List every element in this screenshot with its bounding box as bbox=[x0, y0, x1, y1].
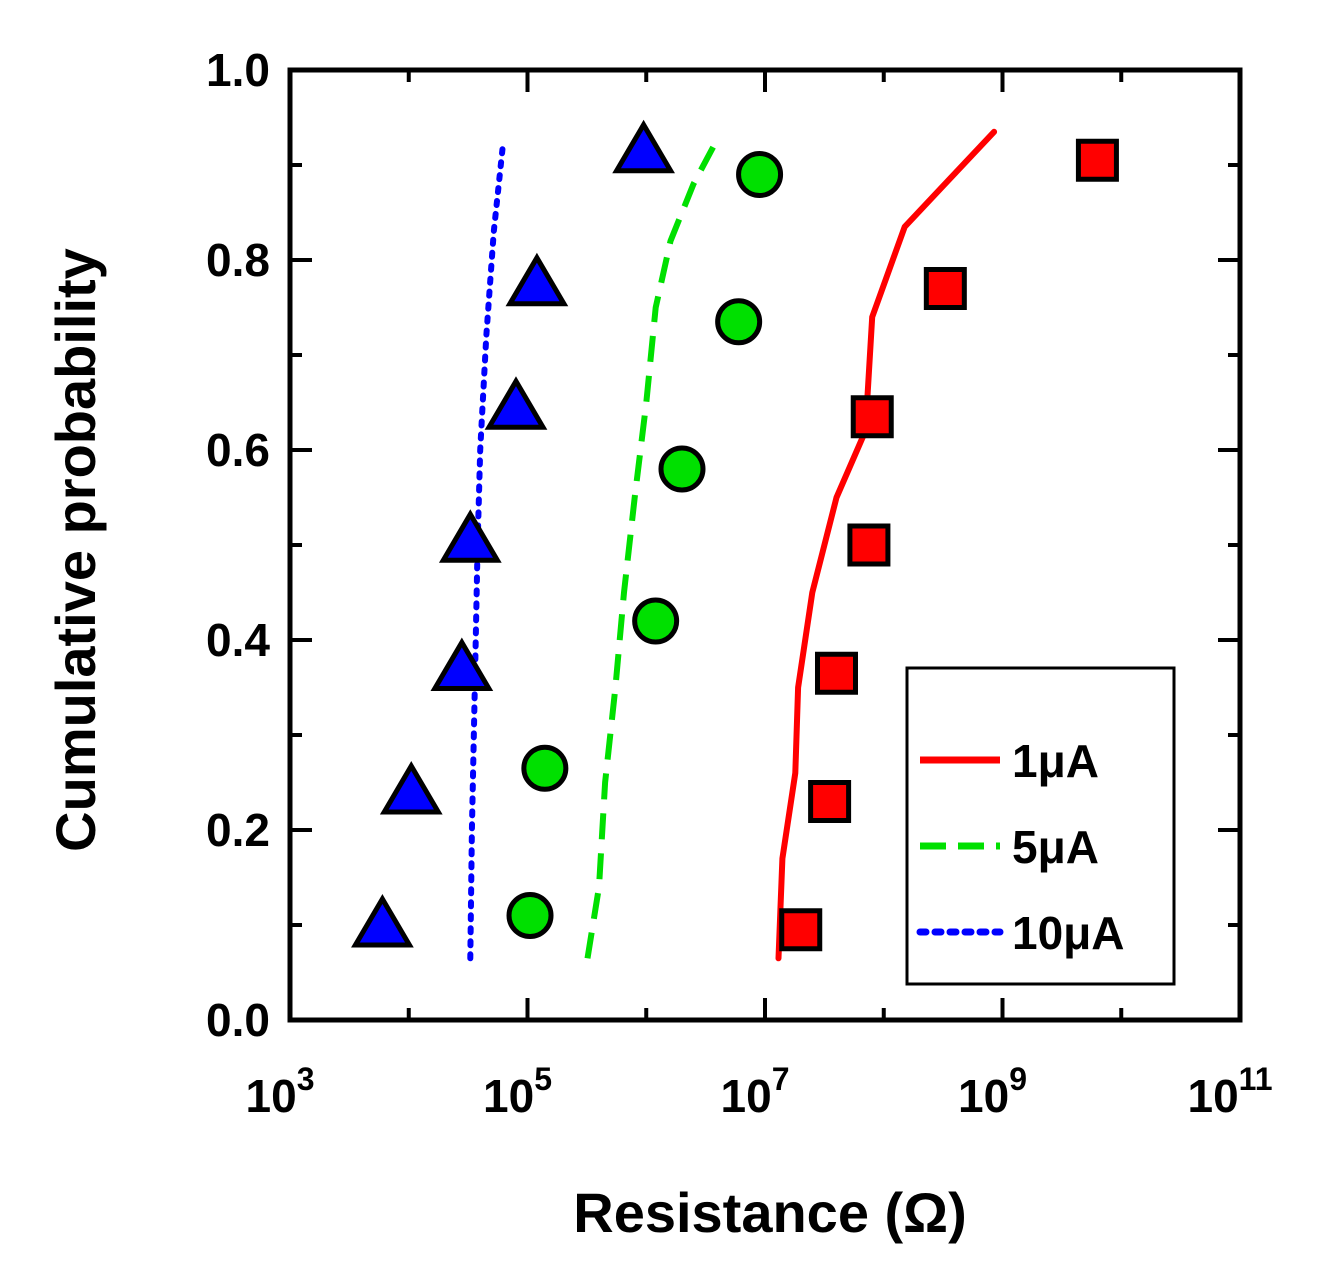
y-tick-label: 1.0 bbox=[206, 44, 270, 96]
y-axis-title: Cumulative probability bbox=[44, 248, 107, 852]
data-point-series-1 bbox=[1075, 138, 1119, 182]
data-point-series-3 bbox=[438, 509, 502, 563]
y-tick-label: 0.2 bbox=[206, 804, 270, 856]
legend-label-1: 1μA bbox=[1012, 735, 1099, 787]
data-point-series-2 bbox=[715, 298, 763, 346]
tick-labels: 0.0 0.2 0.4 0.6 0.8 1.0 103 105 107 109 1011 bbox=[206, 44, 1272, 1122]
fit-lines bbox=[467, 128, 998, 962]
legend-label-3: 10μA bbox=[1012, 907, 1125, 959]
legend: 1μA 5μA 10μA bbox=[905, 666, 1176, 986]
data-point-series-2 bbox=[506, 892, 554, 939]
data-point-series-1 bbox=[847, 523, 891, 567]
data-point-series-3 bbox=[484, 376, 548, 430]
plot-frame bbox=[287, 67, 1243, 1023]
fit-line-3 bbox=[467, 143, 506, 962]
data-point-series-1 bbox=[814, 651, 858, 695]
x-tick-label: 109 bbox=[958, 1061, 1027, 1122]
y-tick-label: 0.4 bbox=[206, 614, 270, 666]
data-point-series-1 bbox=[850, 395, 894, 439]
fit-line-2 bbox=[584, 144, 717, 959]
data-point-series-1 bbox=[779, 908, 823, 952]
data-markers bbox=[351, 119, 1119, 952]
x-axis-title: Resistance (Ω) bbox=[573, 1181, 966, 1244]
data-point-series-1 bbox=[923, 267, 967, 310]
data-point-series-1 bbox=[808, 780, 852, 823]
fit-line-1 bbox=[775, 128, 998, 962]
x-tick-label: 1011 bbox=[1188, 1061, 1273, 1122]
data-point-series-3 bbox=[505, 252, 569, 307]
data-point-series-2 bbox=[521, 744, 569, 792]
data-point-series-2 bbox=[658, 445, 706, 493]
data-point-series-2 bbox=[632, 597, 680, 645]
legend-label-2: 5μA bbox=[1012, 821, 1099, 873]
data-point-series-3 bbox=[430, 637, 494, 691]
y-tick-label: 0.8 bbox=[206, 234, 270, 286]
y-tick-label: 0.6 bbox=[206, 424, 270, 476]
x-tick-label: 103 bbox=[246, 1061, 315, 1122]
data-point-series-3 bbox=[612, 119, 675, 174]
x-tick-label: 105 bbox=[483, 1061, 552, 1122]
data-point-series-3 bbox=[379, 761, 443, 815]
data-point-series-2 bbox=[736, 151, 784, 198]
x-tick-label: 107 bbox=[721, 1061, 790, 1122]
y-tick-label: 0.0 bbox=[206, 994, 270, 1046]
data-point-series-3 bbox=[351, 894, 414, 948]
